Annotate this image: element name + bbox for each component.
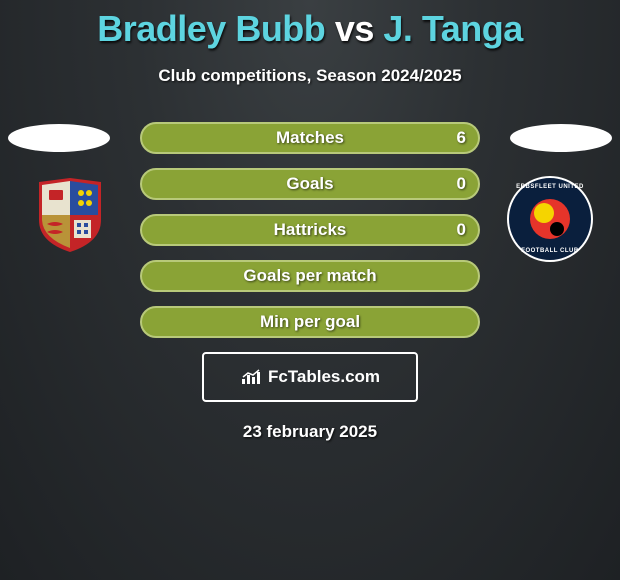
club2-text-bottom: FOOTBALL CLUB [509,248,591,254]
player2-name: J. Tanga [383,8,522,49]
content-area: EBBSFLEET UNITED FOOTBALL CLUB Matches 6… [0,122,620,442]
club2-text-top: EBBSFLEET UNITED [509,184,591,190]
subtitle: Club competitions, Season 2024/2025 [0,66,620,86]
club2-inner-icon [530,199,570,239]
branding-box[interactable]: FcTables.com [202,352,418,402]
stat-label: Goals per match [243,266,376,286]
stats-list: Matches 6 Goals 0 Hattricks 0 Goals per … [140,122,480,338]
player2-photo-placeholder [510,124,612,152]
stat-row-goals-per-match: Goals per match [140,260,480,292]
player1-photo-placeholder [8,124,110,152]
club2-roundel-icon: EBBSFLEET UNITED FOOTBALL CLUB [507,176,593,262]
player1-name: Bradley Bubb [97,8,325,49]
chart-icon [240,368,262,386]
stat-label: Min per goal [260,312,360,332]
date-label: 23 february 2025 [0,422,620,442]
stat-right-value: 0 [457,220,466,240]
stat-label: Goals [286,174,333,194]
comparison-title: Bradley Bubb vs J. Tanga [0,0,620,50]
vs-label: vs [335,8,374,49]
club2-badge: EBBSFLEET UNITED FOOTBALL CLUB [500,176,600,260]
stat-row-goals: Goals 0 [140,168,480,200]
stat-right-value: 0 [457,174,466,194]
stat-right-value: 6 [457,128,466,148]
club1-badge [20,176,120,260]
club1-shield-icon [35,176,105,254]
stat-label: Hattricks [274,220,347,240]
stat-label: Matches [276,128,344,148]
stat-row-matches: Matches 6 [140,122,480,154]
stat-row-hattricks: Hattricks 0 [140,214,480,246]
branding-text: FcTables.com [268,367,380,387]
stat-row-min-per-goal: Min per goal [140,306,480,338]
